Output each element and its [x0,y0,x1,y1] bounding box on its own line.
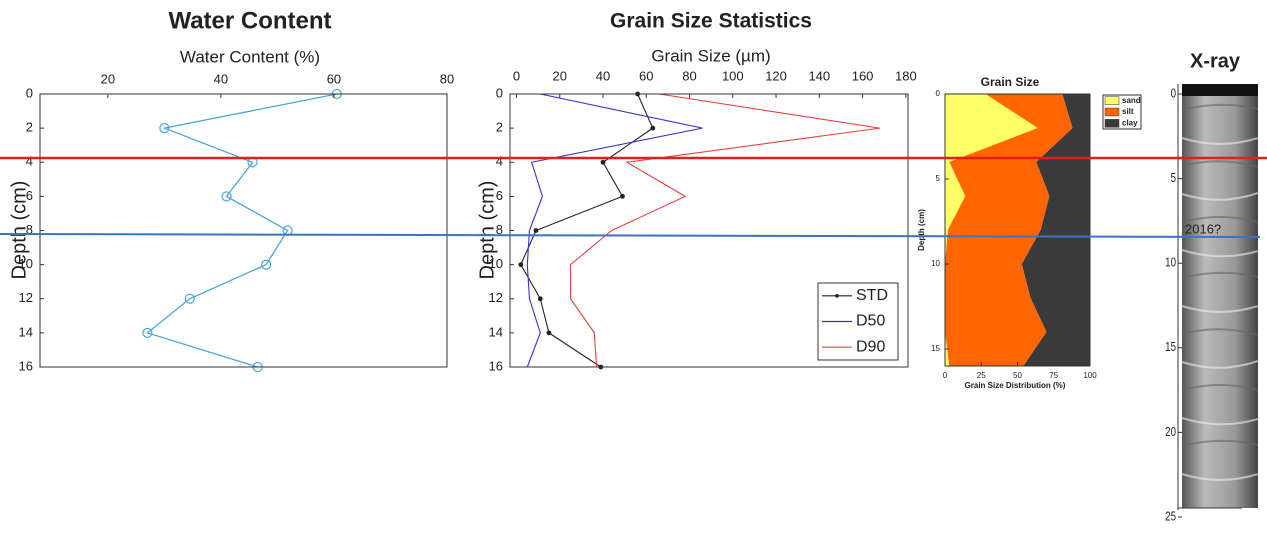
y-tick-label: 14 [19,324,33,339]
x-tick-label: 60 [639,68,653,83]
x-tick-label: 100 [722,68,744,83]
xray-top [1182,84,1258,96]
x-tick-label: 25 [977,371,986,380]
line [147,94,336,367]
y-tick-label: 5 [1171,172,1176,186]
y-tick-label: 16 [19,358,33,373]
y-tick-label: 10 [1165,256,1176,270]
x-tick-label: 0 [513,68,520,83]
y-tick-label: 2 [26,120,33,135]
point [651,126,655,130]
x-tick-label: 60 [327,71,341,86]
legend-swatch [1105,97,1119,105]
panel: Grain Size Statistics0204060801001201401… [476,10,916,374]
legend-marker [835,294,839,298]
x-tick-label: 40 [214,71,228,86]
x-axis-label: Grain Size Distribution (%) [965,381,1066,390]
y-tick-label: 2 [496,120,503,135]
x-tick-label: 0 [943,371,948,380]
x-axis-label: Grain Size (µm) [651,46,770,65]
y-axis-label: Depth (cm) [8,181,30,280]
x-tick-label: 20 [101,71,115,86]
x-tick-label: 100 [1083,371,1097,380]
y-axis-label: Depth (cm) [476,181,498,280]
x-tick-label: 50 [1013,371,1022,380]
y-tick-label: 16 [489,358,503,373]
x-tick-label: 80 [440,71,454,86]
point [601,160,605,164]
annotation: 2016? [1185,221,1221,236]
y-tick-label: 5 [936,174,941,183]
x-tick-label: 140 [808,68,830,83]
legend-label: silt [1122,107,1134,116]
line [527,94,702,367]
legend-label: sand [1122,96,1141,105]
y-tick-label: 4 [26,154,33,169]
y-tick-label: 15 [1165,341,1176,355]
point [519,263,523,267]
x-tick-label: 180 [895,68,917,83]
y-tick-label: 15 [931,344,940,353]
y-tick-label: 25 [1165,510,1176,524]
point [534,229,538,233]
panel: X-ray 0 5 10 15 20 25 2016? [1165,50,1258,524]
y-tick-label: 10 [931,259,940,268]
y-tick-label: 20 [1165,426,1176,440]
y-tick-label: 12 [489,290,503,305]
legend-label: clay [1122,118,1138,127]
chart-title: Grain Size Statistics [610,10,812,33]
legend-swatch [1105,119,1119,127]
x-tick-label: 20 [553,68,567,83]
x-tick-label: 80 [682,68,696,83]
y-tick-label: 12 [19,290,33,305]
legend-swatch [1105,108,1119,116]
legend-label: D50 [856,313,885,330]
chart-title: Grain Size [981,75,1040,89]
point [547,331,551,335]
chart-title: X-ray [1190,50,1241,72]
point [621,195,625,199]
legend-label: D90 [856,338,885,355]
figure: Water Content204060800246810121416Water … [0,0,1267,533]
line [521,94,653,367]
y-tick-label: 14 [489,324,503,339]
x-tick-label: 75 [1049,371,1058,380]
x-tick-label: 160 [852,68,874,83]
legend-label: STD [856,287,888,304]
y-tick-label: 4 [496,154,503,169]
y-axis-label: Depth (cm) [917,209,926,251]
x-tick-label: 40 [596,68,610,83]
y-tick-label: 0 [496,85,503,100]
panel: Grain Size 0 25 50 75 100 0 5 10 15 Grain Size Dis… [917,75,1141,390]
x-axis-label: Water Content (%) [180,47,320,66]
y-tick-label: 0 [936,89,941,98]
y-tick-label: 0 [26,85,33,100]
chart-title: Water Content [168,7,331,34]
plot-frame [40,94,447,367]
point [538,297,542,301]
x-tick-label: 120 [765,68,787,83]
y-tick-label: 0 [1171,87,1176,101]
